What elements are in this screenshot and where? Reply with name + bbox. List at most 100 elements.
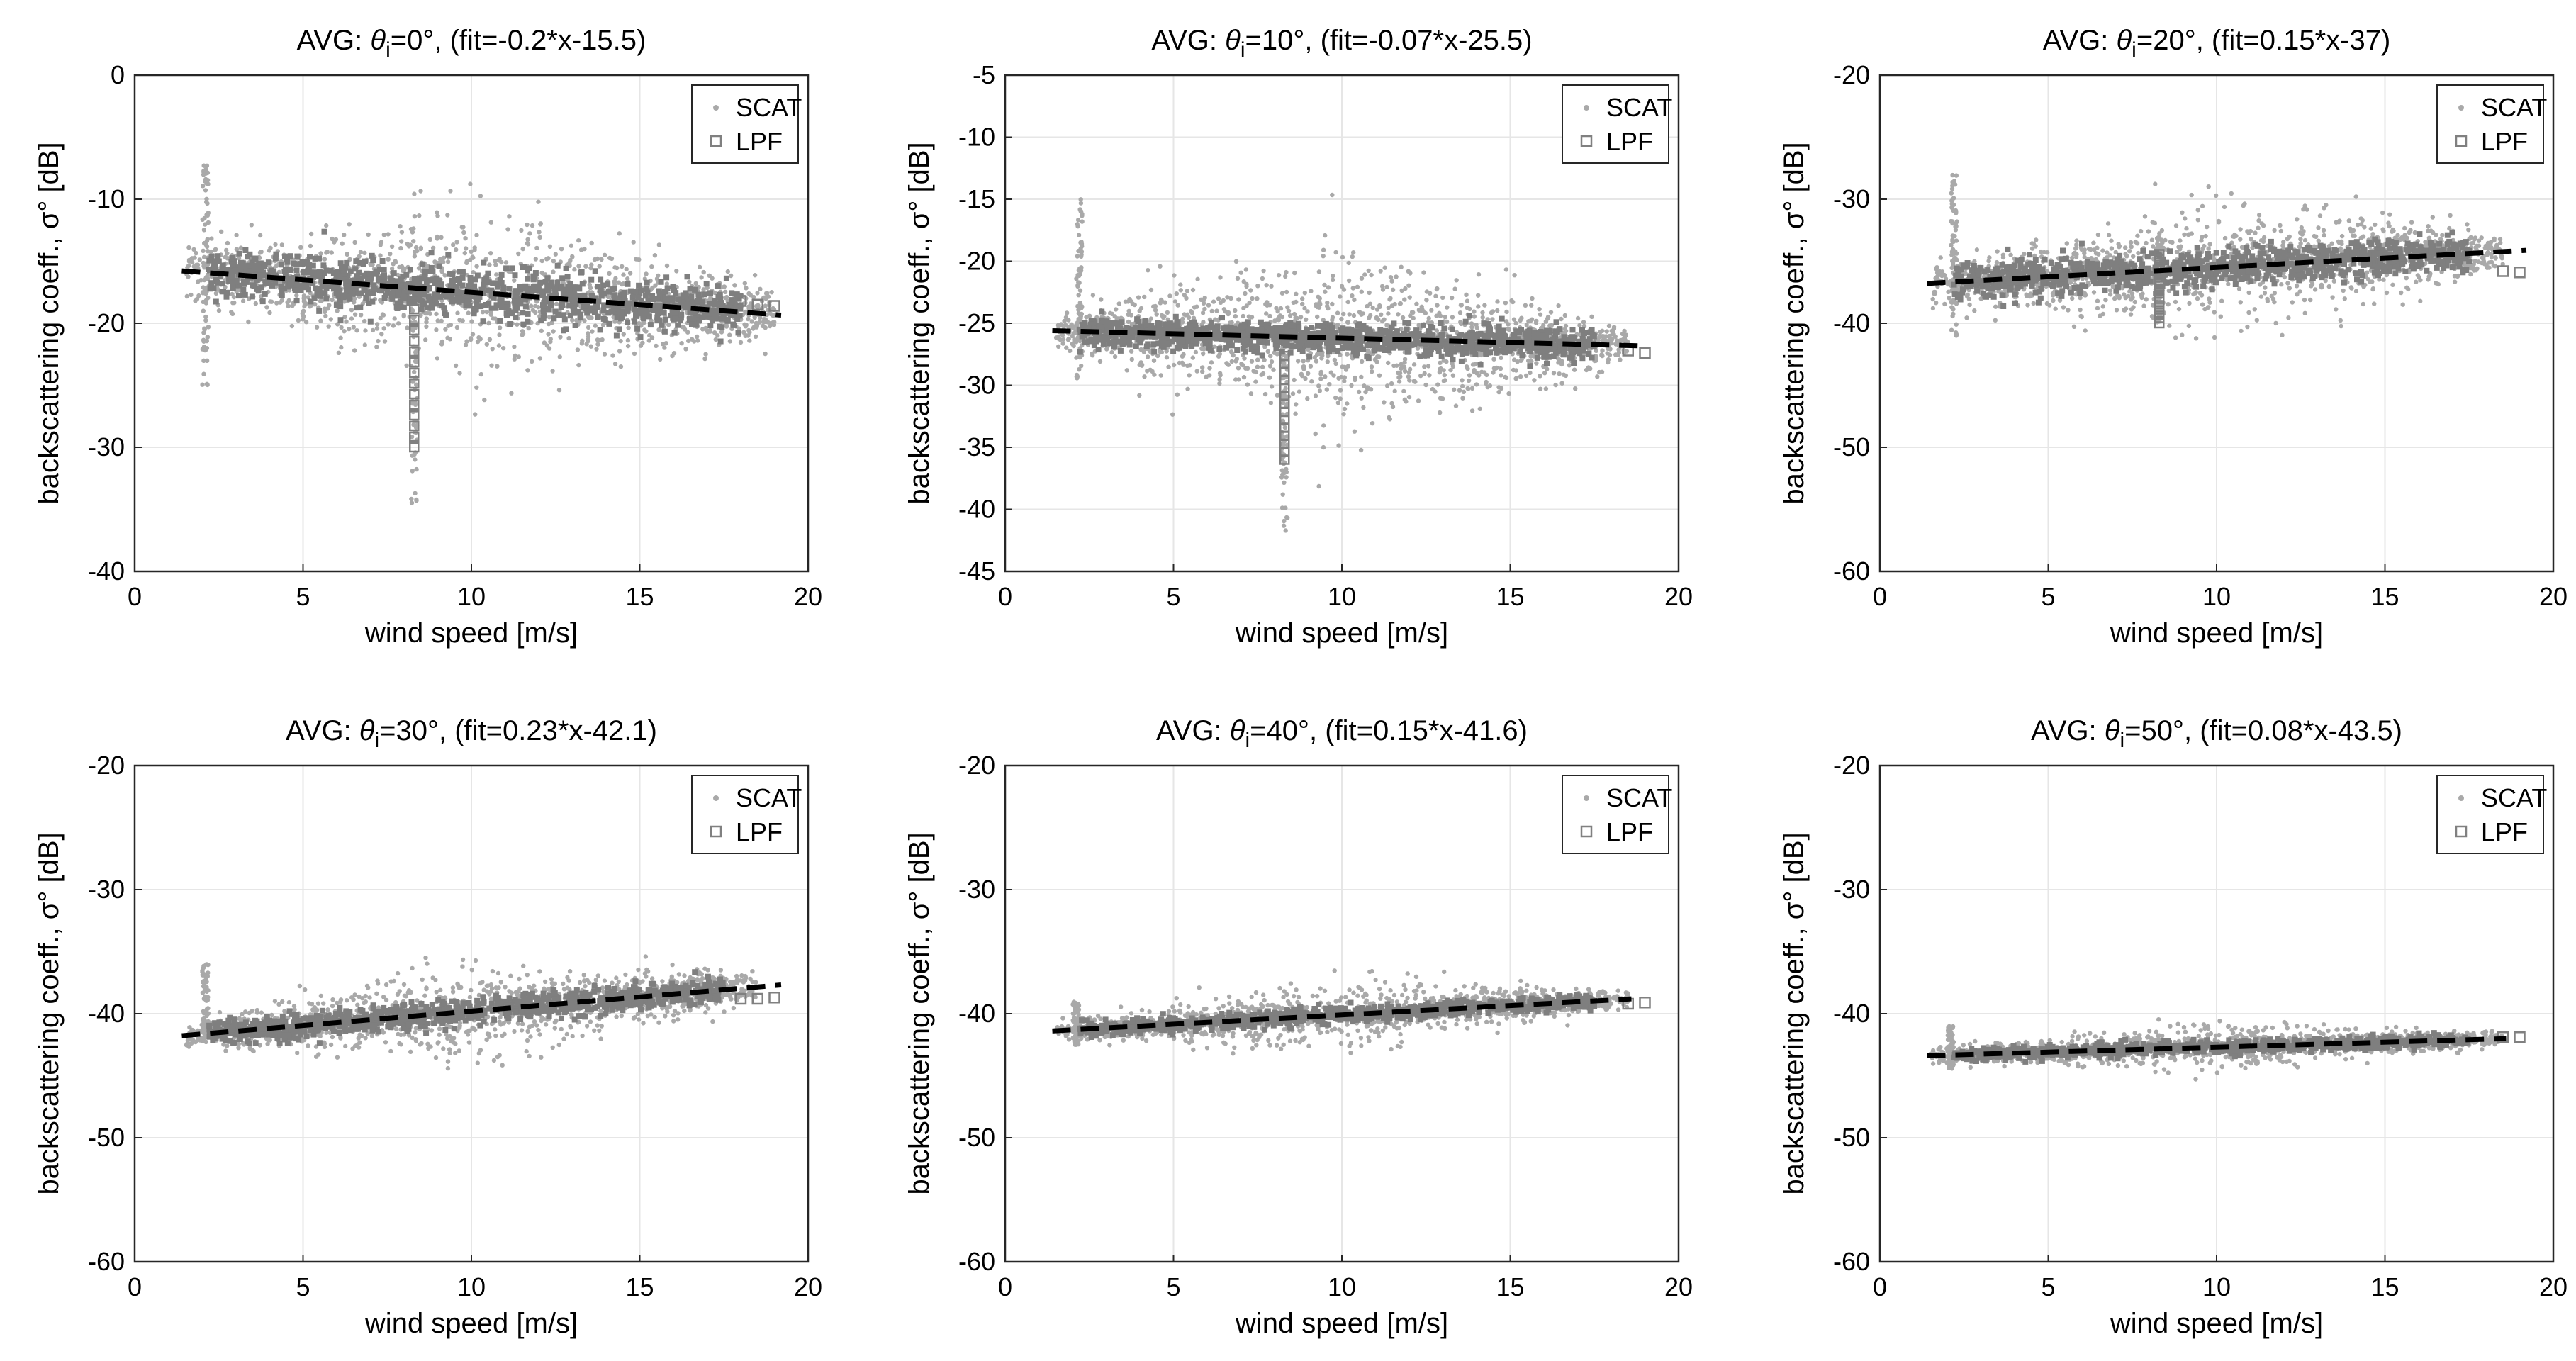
chart1-scat-point bbox=[201, 330, 206, 335]
chart1-scat-core-mark bbox=[547, 301, 554, 306]
chart1-scat-point bbox=[279, 242, 284, 247]
chart2-scat-point bbox=[1172, 299, 1178, 304]
chart1-scat-core-mark bbox=[279, 288, 285, 294]
chart2-scat-point bbox=[1416, 308, 1422, 313]
chart1-scat-point bbox=[302, 303, 307, 309]
chart2-scat-point bbox=[1396, 379, 1402, 384]
chart1-scat-core-mark bbox=[443, 291, 449, 298]
chart1-scat-core-mark bbox=[701, 291, 707, 298]
chart1-scat-core-mark bbox=[262, 291, 268, 297]
chart2-scat-point bbox=[1562, 313, 1567, 318]
chart1-scat-point bbox=[497, 257, 502, 262]
chart2-scat-core-mark bbox=[1477, 362, 1484, 368]
chart1-scat-point bbox=[612, 279, 617, 285]
chart1-scat-core-mark bbox=[335, 284, 341, 291]
chart1-scat-core-mark bbox=[712, 315, 719, 322]
chart2-scat-point bbox=[1129, 357, 1135, 362]
chart1-scat-core-mark bbox=[731, 312, 737, 318]
chart1-scat-core-mark bbox=[728, 312, 734, 318]
chart2-scat-point bbox=[1389, 279, 1394, 284]
chart1-scat-point bbox=[513, 353, 518, 358]
chart1-scat-core-mark bbox=[715, 293, 722, 300]
chart2-scat-point bbox=[1284, 466, 1289, 472]
chart2-scat-core-mark bbox=[1158, 342, 1165, 349]
chart2-scat-core-mark bbox=[1485, 321, 1491, 327]
chart1-scat-point bbox=[461, 225, 466, 230]
chart1-scat-core-mark bbox=[695, 291, 702, 298]
chart2-scat-core-mark bbox=[1193, 340, 1199, 347]
chart1-scat-core-mark bbox=[520, 310, 526, 316]
chart2-scat-point bbox=[1070, 333, 1075, 339]
chart2-scat-point bbox=[1170, 412, 1175, 417]
chart2-scat-core-mark bbox=[1528, 345, 1535, 351]
chart1-scat-core-mark bbox=[396, 287, 402, 293]
chart2-scat-point bbox=[1596, 335, 1602, 340]
chart2-scat-core-mark bbox=[1475, 331, 1482, 337]
chart1-scat-core-mark bbox=[354, 305, 360, 311]
chart1-scat-point bbox=[186, 263, 191, 269]
chart1-scat-core-mark bbox=[675, 322, 681, 328]
chart2-scat-point bbox=[1352, 297, 1357, 303]
chart1-scat-core-mark bbox=[625, 308, 630, 314]
chart1-scat-point bbox=[352, 312, 358, 317]
chart2-scat-point bbox=[1199, 297, 1204, 302]
chart1-scat-point bbox=[763, 325, 768, 330]
chart2-scat-point bbox=[1458, 320, 1463, 325]
chart1-scat-core-mark bbox=[503, 304, 510, 310]
chart2-scat-point bbox=[1204, 374, 1209, 379]
chart1-scat-core-mark bbox=[678, 317, 683, 323]
chart1-scat-point bbox=[454, 240, 459, 245]
chart2-scat-core-mark bbox=[1312, 330, 1318, 337]
chart1-scat-core-mark bbox=[449, 298, 455, 305]
chart1-scat-point bbox=[198, 278, 203, 283]
chart1-scat-point bbox=[206, 220, 211, 225]
chart1-ytick-label: 0 bbox=[111, 60, 125, 89]
chart1-scat-core-mark bbox=[405, 288, 412, 294]
chart2-scat-point bbox=[1217, 381, 1222, 386]
chart1-scat-core-mark bbox=[278, 284, 284, 290]
chart1-scat-point bbox=[705, 285, 710, 291]
chart2-scat-point bbox=[1071, 343, 1076, 349]
chart1-scat-point bbox=[588, 344, 593, 349]
chart2-scat-point bbox=[1294, 291, 1299, 296]
chart1-scat-core-mark bbox=[500, 289, 507, 294]
chart1-scat-point bbox=[653, 283, 658, 288]
chart1-scat-core-mark bbox=[497, 277, 503, 283]
chart2-scat-core-mark bbox=[1354, 337, 1360, 343]
chart2-scat-point bbox=[1557, 371, 1562, 376]
chart2-scat-point bbox=[1523, 373, 1529, 379]
chart1-scat-point bbox=[470, 254, 475, 259]
chart1-scat-point bbox=[702, 356, 707, 362]
chart1-scat-point bbox=[345, 252, 349, 257]
chart1-scat-core-mark bbox=[380, 274, 386, 281]
chart1-scat-core-mark bbox=[230, 274, 236, 280]
chart1-scat-point bbox=[613, 276, 618, 281]
chart1-scat-core-mark bbox=[592, 309, 598, 315]
chart1-scat-point bbox=[418, 313, 423, 318]
chart1-scat-core-mark bbox=[354, 278, 361, 284]
chart2-scat-point bbox=[1244, 281, 1249, 287]
chart1-scat-point bbox=[201, 291, 206, 296]
chart2-scat-point bbox=[1386, 305, 1391, 310]
chart2-scat-point bbox=[1275, 393, 1280, 398]
chart1-scat-core-mark bbox=[436, 263, 442, 269]
chart2-scat-point bbox=[1316, 294, 1321, 299]
chart1-scat-point bbox=[186, 259, 192, 264]
chart1-scat-point bbox=[715, 333, 720, 338]
chart1-scat-point bbox=[768, 323, 773, 329]
chart1-scat-core-mark bbox=[357, 304, 364, 310]
chart1-scat-point bbox=[201, 358, 206, 363]
chart2-scat-point bbox=[1607, 352, 1613, 357]
chart1-scat-point bbox=[500, 346, 506, 351]
chart2-scat-point bbox=[1276, 273, 1282, 278]
chart2-scat-point bbox=[1437, 310, 1442, 315]
chart2-scat-core-mark bbox=[1155, 320, 1161, 327]
chart1-scat-point bbox=[769, 290, 774, 295]
chart2-scat-core-mark bbox=[1534, 347, 1540, 354]
chart2-scat-point bbox=[1152, 372, 1157, 377]
chart1-scat-core-mark bbox=[480, 318, 486, 325]
chart2-scat-point bbox=[1358, 447, 1364, 453]
chart1-scat-point bbox=[234, 233, 239, 237]
chart2-scat-point bbox=[1333, 250, 1338, 255]
chart1-scat-point bbox=[466, 310, 471, 315]
